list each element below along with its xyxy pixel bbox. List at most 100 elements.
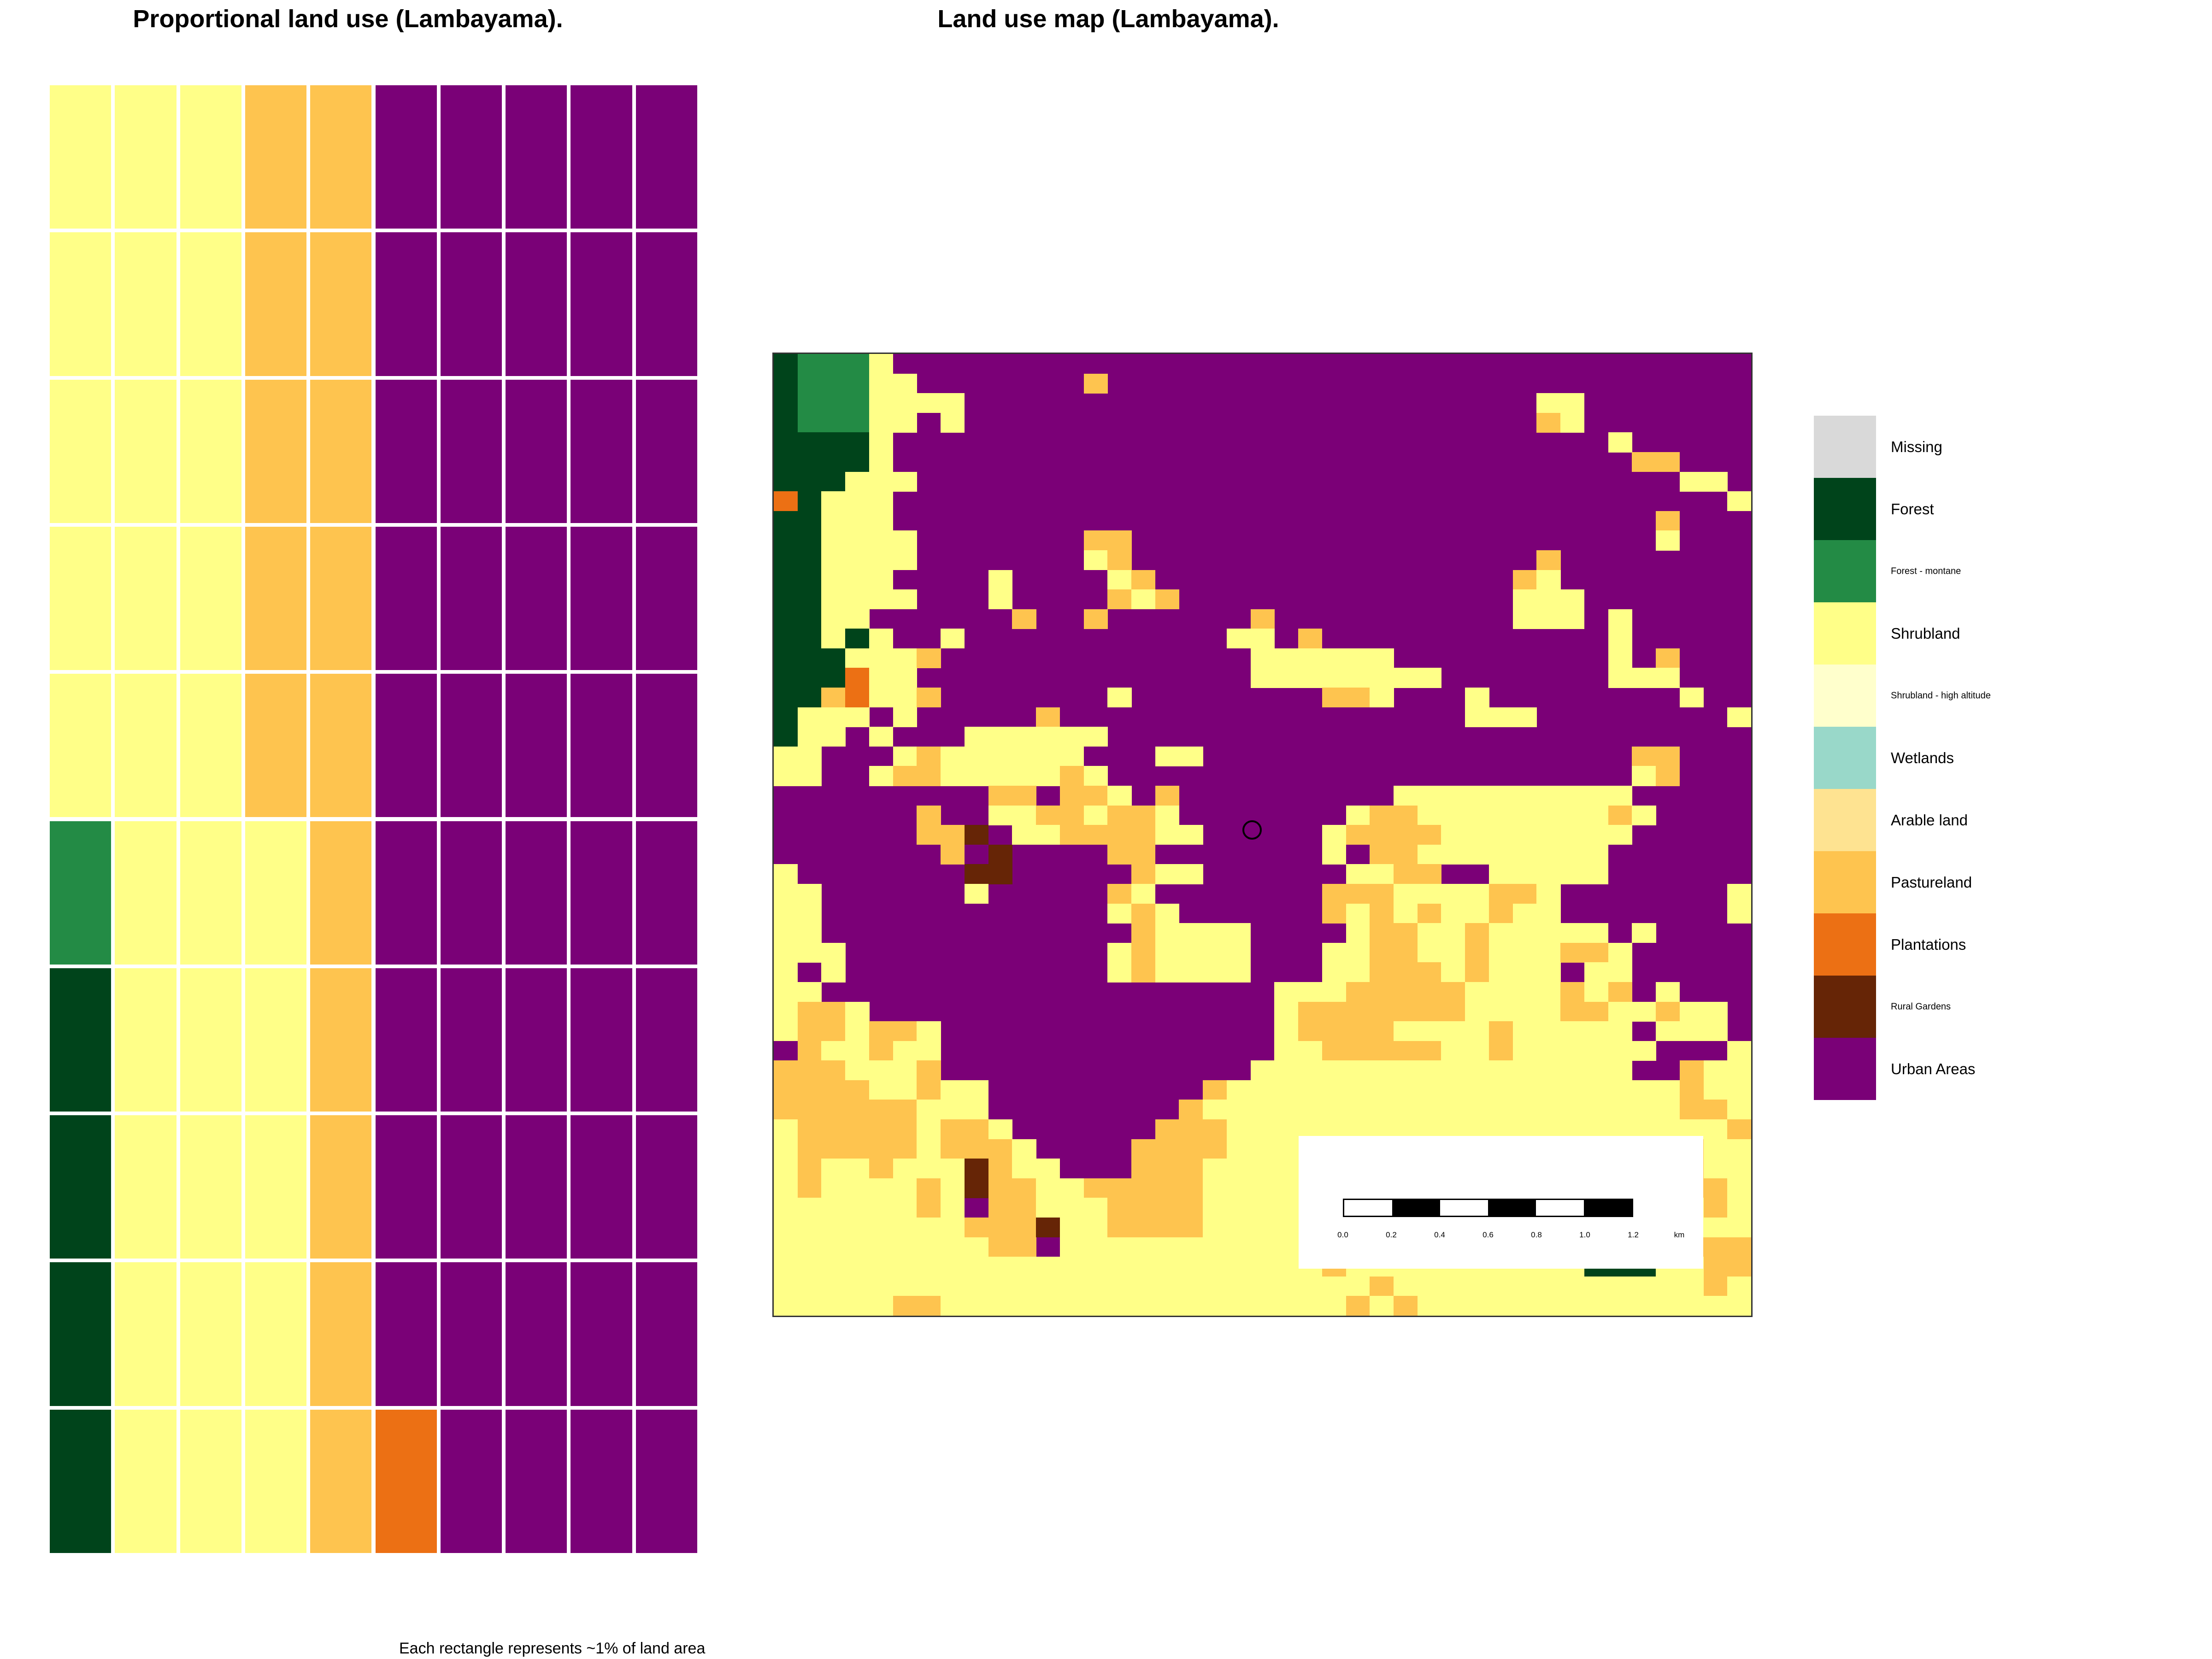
map-pixel [1107,844,1132,865]
map-pixel [1441,1276,1465,1296]
waffle-cell [440,85,502,229]
waffle-cell [506,232,567,376]
map-pixel [1370,1041,1394,1061]
map-pixel [1370,903,1394,924]
map-pixel [1155,1178,1180,1199]
map-pixel [869,1178,894,1199]
map-pixel [1322,1041,1347,1061]
map-pixel [774,609,798,629]
map-pixel [821,1060,846,1081]
map-pixel [869,452,894,472]
map-pixel [1465,825,1489,845]
map-pixel [1036,1257,1060,1277]
map-pixel [1155,589,1180,610]
map-pixel [845,1237,870,1257]
map-pixel [1536,786,1561,806]
map-pixel [988,746,1012,767]
legend-item: Urban Areas [1814,1038,2090,1100]
map-pixel [845,668,870,688]
map-pixel [1465,942,1489,963]
map-pixel [1512,1060,1537,1081]
map-pixel [821,373,846,394]
map-pixel [1441,805,1465,825]
map-pixel [1226,942,1251,963]
waffle-cell [635,1262,697,1406]
map-pixel [1107,883,1132,904]
map-pixel [845,354,870,374]
map-pixel [1107,786,1132,806]
map-pixel [1203,1198,1227,1218]
legend-swatch [1814,789,1876,851]
map-pixel [774,982,798,1002]
legend-swatch [1814,851,1876,913]
map-pixel [821,354,846,374]
legend-swatch [1814,665,1876,727]
waffle-cell [635,85,697,229]
waffle-cell [506,1262,567,1406]
map-pixel [1083,609,1108,629]
map-pixel [1703,1198,1728,1218]
map-pixel [1656,511,1680,531]
map-pixel [1560,1041,1585,1061]
map-pixel [845,1198,870,1218]
map-pixel [1179,1296,1203,1316]
map-pixel [1727,1080,1751,1100]
map-pixel [893,1276,917,1296]
scale-tick-label: 0.2 [1386,1230,1397,1239]
map-pixel [917,1218,941,1238]
map-pixel [1370,844,1394,865]
map-pixel [1632,1276,1656,1296]
waffle-cell [571,1115,632,1259]
map-pixel [988,570,1012,590]
map-pixel [774,903,798,924]
map-pixel [1488,1100,1513,1120]
map-pixel [1370,1021,1394,1041]
waffle-cell [50,1262,112,1406]
map-pixel [988,727,1012,747]
waffle-cell [310,526,372,671]
map-pixel [1346,688,1370,708]
map-pixel [1465,883,1489,904]
map-pixel [941,1198,965,1218]
map-pixel [1656,452,1680,472]
map-pixel [917,1021,941,1041]
map-pixel [774,1021,798,1041]
map-pixel [1274,1159,1299,1179]
map-pixel [1131,923,1156,943]
map-pixel [941,1276,965,1296]
waffle-cell [310,1262,372,1406]
map-pixel [941,1218,965,1238]
map-pixel [1441,1080,1465,1100]
map-pixel [1512,883,1537,904]
map-pixel [893,707,917,727]
map-pixel [1488,825,1513,845]
map-pixel [1274,1276,1299,1296]
map-pixel [988,1218,1012,1238]
map-pixel [893,1257,917,1277]
map-pixel [821,648,846,669]
waffle-cell [571,379,632,523]
map-pixel [1107,1198,1132,1218]
map-pixel [1488,1041,1513,1061]
map-pixel [845,1178,870,1199]
map-pixel [1632,1100,1656,1120]
map-pixel [797,648,822,669]
waffle-cell [115,379,176,523]
map-pixel [797,1296,822,1316]
map-pixel [1608,609,1632,629]
waffle-cell [506,1409,567,1553]
map-pixel [1155,1119,1180,1140]
map-pixel [1584,1001,1609,1022]
map-pixel [893,1159,917,1179]
waffle-cell [245,85,307,229]
map-pixel [797,511,822,531]
map-pixel [1727,903,1751,924]
map-pixel [941,1080,965,1100]
map-pixel [797,1119,822,1140]
map-pixel [1727,1100,1751,1120]
map-pixel [1394,844,1418,865]
map-pixel [797,1257,822,1277]
map-pixel [845,629,870,649]
map-pixel [1155,962,1180,982]
map-pixel [774,452,798,472]
